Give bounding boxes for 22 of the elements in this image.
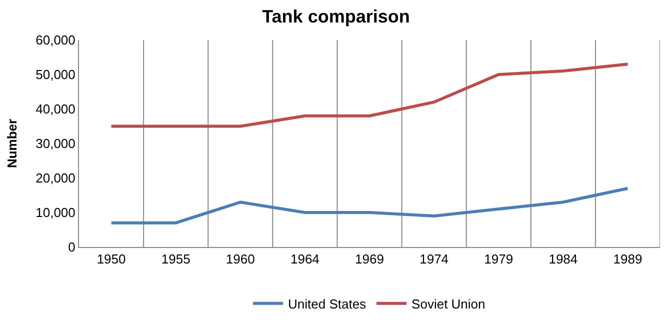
- x-tick-label: 1984: [548, 252, 578, 267]
- x-tick-label: 1974: [420, 252, 449, 267]
- line-series: [110, 62, 630, 128]
- legend-label: Soviet Union: [412, 296, 486, 312]
- x-tick-label: 1969: [355, 252, 384, 267]
- line-series: [110, 186, 630, 224]
- y-tick-label: 0: [68, 240, 76, 255]
- x-tick-label: 1989: [613, 252, 642, 267]
- y-tick-label: 50,000: [36, 67, 76, 82]
- x-tick-label: 1964: [290, 252, 320, 267]
- x-tick-label: 1960: [226, 252, 255, 267]
- chart-title: Tank comparison: [262, 6, 410, 27]
- y-tick-label: 40,000: [36, 102, 76, 117]
- y-tick-label: 20,000: [36, 170, 76, 186]
- x-tick-label: 1979: [484, 252, 514, 267]
- y-axis-title: Number: [4, 118, 20, 168]
- y-tick-label: 60,000: [36, 32, 76, 48]
- legend-label: United States: [288, 296, 367, 312]
- y-tick-label: 30,000: [36, 136, 76, 152]
- x-tick-label: 1955: [161, 252, 190, 267]
- y-tick-label: 10,000: [36, 205, 76, 220]
- x-tick-label: 1950: [96, 252, 126, 267]
